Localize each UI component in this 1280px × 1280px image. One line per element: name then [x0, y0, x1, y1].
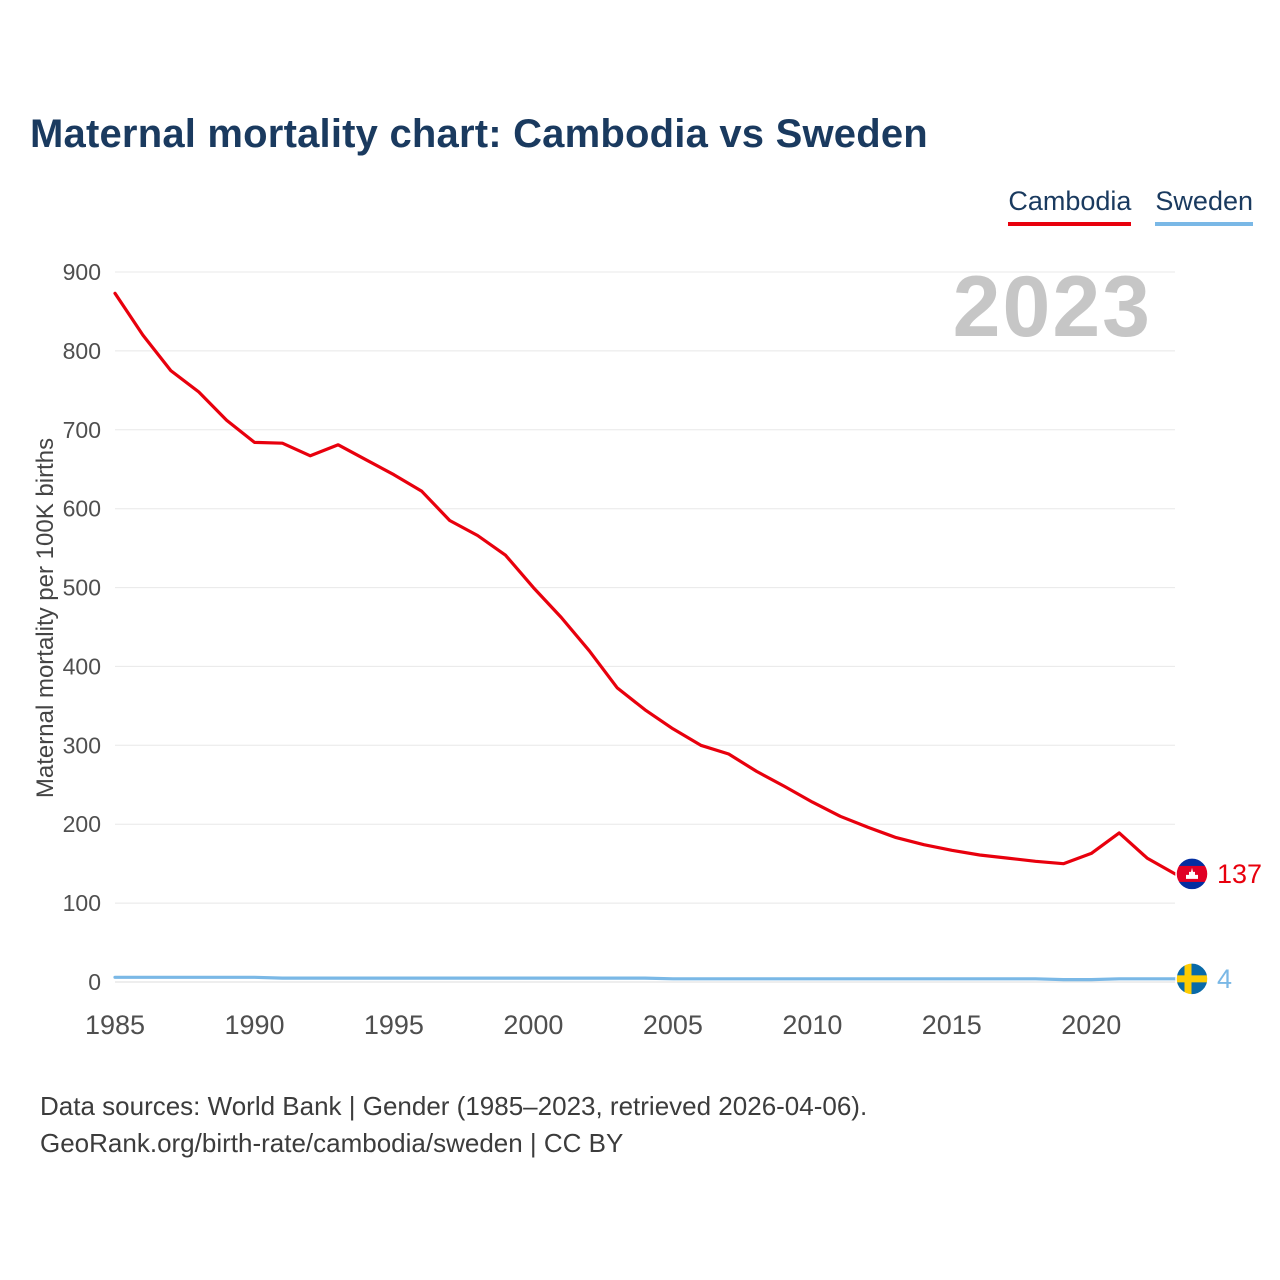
sweden-end-value: 4	[1217, 964, 1232, 994]
y-tick-label: 300	[63, 732, 101, 758]
cambodia-flag-icon	[1176, 857, 1208, 890]
legend-item-cambodia[interactable]: Cambodia	[1008, 186, 1132, 226]
legend-item-sweden[interactable]: Sweden	[1155, 186, 1253, 226]
legend: Cambodia Sweden	[1008, 186, 1253, 226]
x-tick-label: 1990	[224, 1010, 284, 1040]
cambodia-end-value: 137	[1217, 859, 1262, 889]
x-tick-label: 1985	[85, 1010, 145, 1040]
source-link-text: GeoRank.org/birth-rate/cambodia/sweden |…	[40, 1128, 624, 1158]
y-tick-label: 700	[63, 417, 101, 443]
data-sources-text: Data sources: World Bank | Gender (1985–…	[40, 1091, 868, 1121]
y-tick-label: 400	[63, 653, 101, 679]
x-tick-label: 2020	[1061, 1010, 1121, 1040]
y-tick-label: 200	[63, 811, 101, 837]
year-watermark: 2023	[952, 259, 1152, 355]
chart-plot: 0 100 200 300 400 500 600 700 800 900 1985 1990 1995…	[63, 259, 1262, 1040]
y-tick-label: 0	[88, 969, 101, 995]
sweden-flag-icon	[1176, 962, 1208, 995]
footer: Data sources: World Bank | Gender (1985–…	[40, 1088, 867, 1162]
y-tick-label: 900	[63, 259, 101, 285]
x-tick-label: 2005	[643, 1010, 703, 1040]
y-tick-label: 500	[63, 575, 101, 601]
page-title: Maternal mortality chart: Cambodia vs Sw…	[30, 112, 928, 156]
y-tick-label: 100	[63, 890, 101, 916]
x-tick-label: 2000	[503, 1010, 563, 1040]
cambodia-line	[113, 291, 1177, 876]
x-tick-label: 2010	[782, 1010, 842, 1040]
x-tick-label: 1995	[364, 1010, 424, 1040]
x-tick-label: 2015	[922, 1010, 982, 1040]
sweden-line	[113, 975, 1177, 982]
y-tick-label: 600	[63, 496, 101, 522]
y-tick-label: 800	[63, 338, 101, 364]
